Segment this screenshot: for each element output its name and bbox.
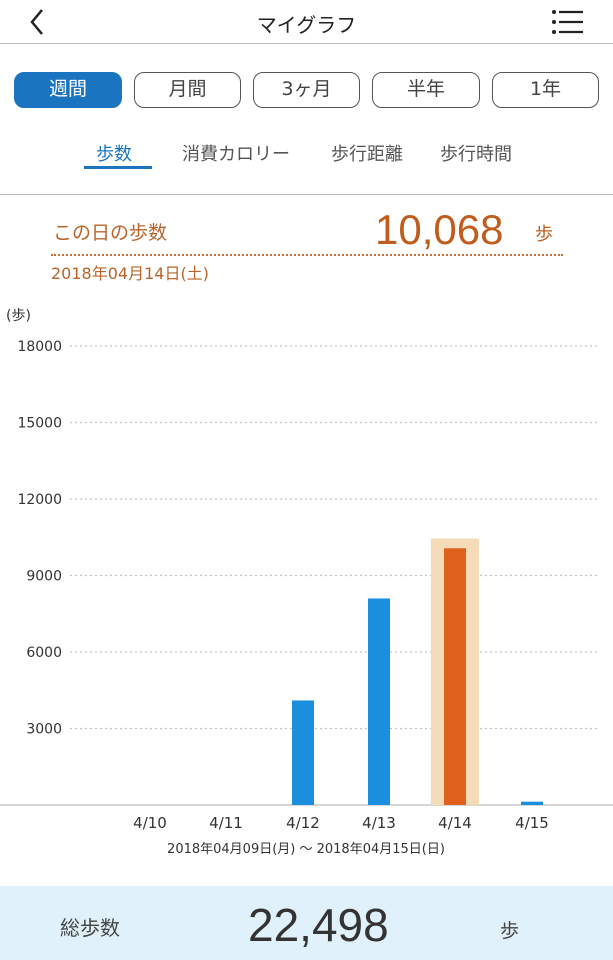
period-selector: 週間 月間 3ヶ月 半年 1年 — [14, 72, 604, 108]
day-steps-label: この日の歩数 — [53, 222, 168, 244]
y-tick-label: 12000 — [17, 492, 62, 508]
day-steps-value: 10,068 — [375, 206, 504, 253]
x-tick-label: 4/12 — [286, 814, 320, 832]
day-steps-unit: 歩 — [535, 224, 553, 245]
period-year-button[interactable]: 1年 — [492, 72, 599, 108]
date-range-label: 2018年04月09日(月) 〜 2018年04月15日(日) — [167, 842, 445, 857]
y-tick-label: 15000 — [17, 416, 62, 432]
x-tick-label: 4/15 — [515, 814, 549, 832]
active-tab-indicator — [84, 166, 152, 169]
total-steps-value: 22,498 — [248, 899, 389, 951]
tab-walking-time[interactable]: 歩行時間 — [440, 144, 512, 165]
divider — [0, 194, 613, 195]
total-steps-label: 総歩数 — [60, 916, 120, 940]
x-tick-label: 4/13 — [362, 814, 396, 832]
bar — [368, 598, 390, 805]
steps-bar-chart: (歩) 18000 15000 12000 9000 6000 3000 4/10 4/11 4/… — [0, 308, 613, 857]
y-tick-label: 6000 — [26, 645, 62, 661]
total-summary: 総歩数 22,498 歩 — [0, 886, 613, 960]
chevron-left-icon[interactable] — [22, 6, 54, 38]
period-3months-button[interactable]: 3ヶ月 — [253, 72, 360, 108]
y-tick-label: 3000 — [26, 722, 62, 738]
period-halfyear-button[interactable]: 半年 — [372, 72, 480, 108]
x-tick-label: 4/10 — [133, 814, 167, 832]
y-tick-label: 18000 — [17, 339, 62, 355]
selected-bar — [444, 548, 466, 805]
tab-steps[interactable]: 歩数 — [96, 144, 132, 165]
list-menu-icon[interactable] — [551, 6, 585, 38]
bar — [292, 700, 314, 805]
selected-date: 2018年04月14日(土) — [51, 264, 209, 283]
y-axis-unit-label: (歩) — [6, 308, 31, 324]
y-tick-label: 9000 — [26, 569, 62, 585]
tab-calories[interactable]: 消費カロリー — [182, 144, 290, 165]
header: マイグラフ — [0, 0, 613, 44]
dotted-divider — [51, 254, 563, 256]
period-week-button[interactable]: 週間 — [14, 72, 122, 108]
total-steps-unit: 歩 — [500, 920, 520, 942]
tab-distance[interactable]: 歩行距離 — [331, 144, 403, 165]
x-tick-label: 4/11 — [209, 814, 243, 832]
x-tick-label: 4/14 — [438, 814, 472, 832]
period-month-button[interactable]: 月間 — [134, 72, 241, 108]
bar — [521, 801, 543, 805]
page-title: マイグラフ — [256, 13, 357, 37]
metric-tabs: 歩数 消費カロリー 歩行距離 歩行時間 — [0, 140, 613, 172]
